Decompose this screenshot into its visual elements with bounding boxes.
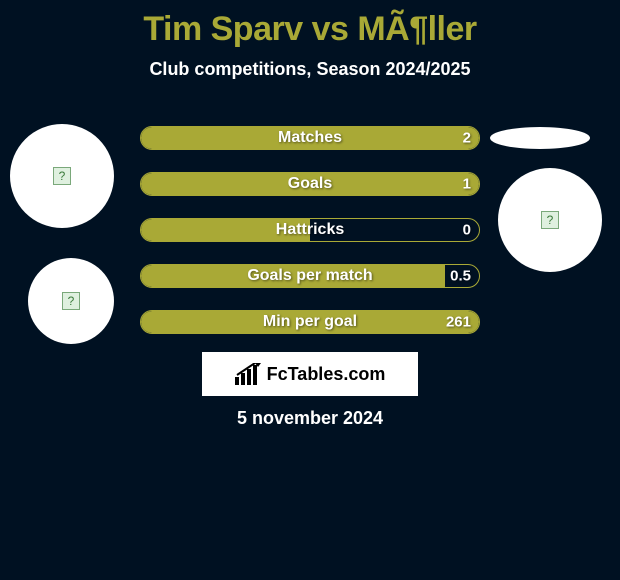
stat-label: Goals: [288, 175, 332, 193]
stat-value-right: 0: [463, 222, 471, 239]
stat-label: Hattricks: [276, 221, 344, 239]
stat-value-right: 1: [463, 176, 471, 193]
broken-image-icon: ?: [53, 167, 71, 185]
brand-text: FcTables.com: [267, 364, 386, 385]
date-text: 5 november 2024: [0, 408, 620, 429]
stat-row: Min per goal 261: [140, 310, 480, 334]
broken-image-icon: ?: [541, 211, 559, 229]
stat-row: Goals per match 0.5: [140, 264, 480, 288]
player3-avatar: ?: [498, 168, 602, 272]
stat-value-right: 2: [463, 130, 471, 147]
stat-row: Hattricks 0: [140, 218, 480, 242]
stats-container: Matches 2 Goals 1 Hattricks 0 Goals per match 0…: [140, 126, 480, 356]
stat-row: Matches 2: [140, 126, 480, 150]
stat-row: Goals 1: [140, 172, 480, 196]
brand-logo: FcTables.com: [202, 352, 418, 396]
player1-avatar: ?: [10, 124, 114, 228]
stat-label: Matches: [278, 129, 342, 147]
broken-image-icon: ?: [62, 292, 80, 310]
subtitle: Club competitions, Season 2024/2025: [0, 59, 620, 80]
stat-label: Goals per match: [247, 267, 372, 285]
decorative-ellipse: [490, 127, 590, 149]
player2-avatar: ?: [28, 258, 114, 344]
page-title: Tim Sparv vs MÃ¶ller: [0, 0, 620, 49]
stat-value-right: 0.5: [450, 268, 471, 285]
stat-value-right: 261: [446, 314, 471, 331]
chart-icon: [235, 363, 261, 385]
stat-label: Min per goal: [263, 313, 357, 331]
